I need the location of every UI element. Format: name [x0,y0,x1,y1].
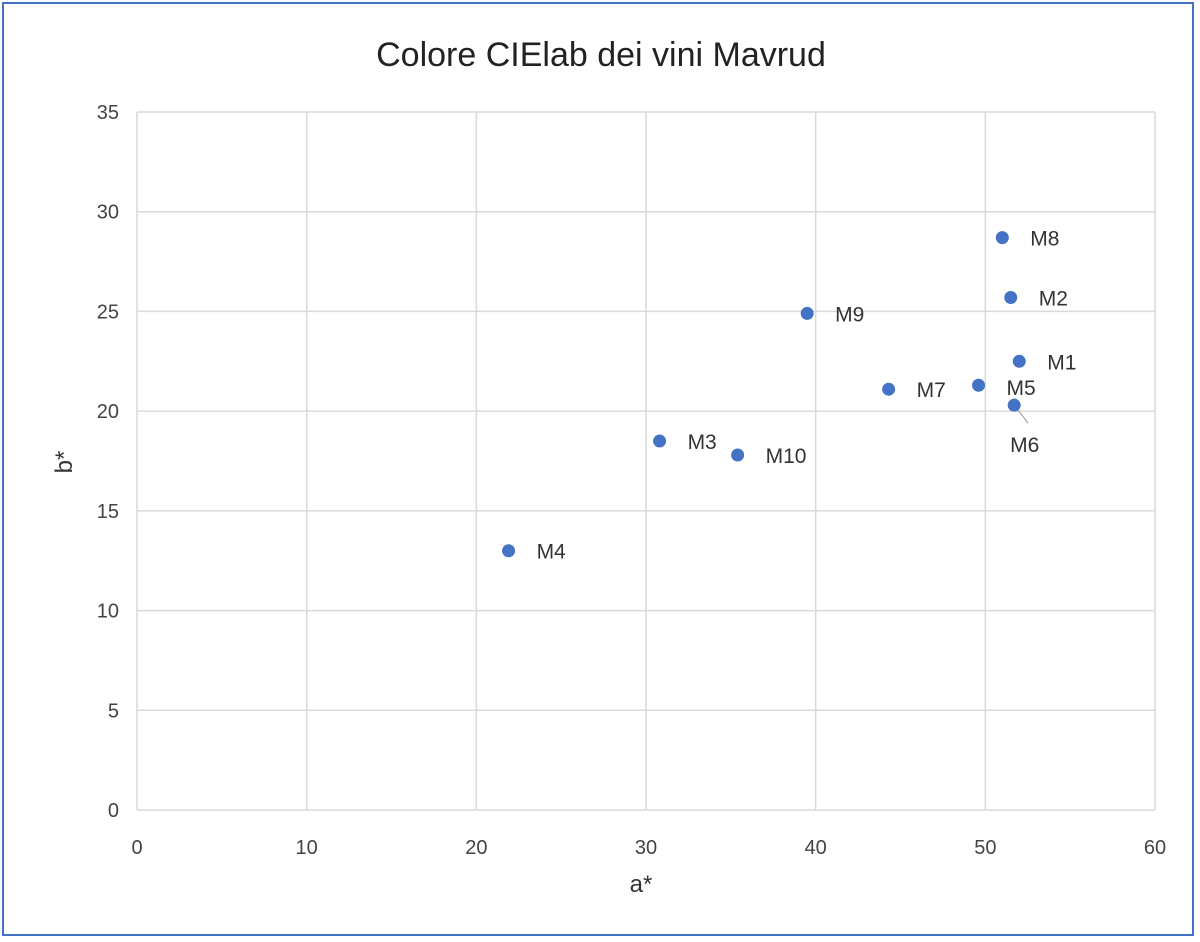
data-point-m7 [882,382,896,396]
x-axis-title: a* [630,871,653,898]
data-point-m9 [800,306,814,320]
y-tick-label: 0 [108,800,119,822]
x-tick-label: 20 [465,837,487,859]
y-tick-label: 15 [97,501,119,523]
data-point-m5 [972,378,986,392]
data-label-m1: M1 [1047,351,1076,374]
y-tick-label: 30 [97,202,119,224]
data-point-m8 [995,231,1009,245]
scatter-chart: Colore CIElab dei vini Mavrud 0 5 10 15 20 25… [51,36,1166,898]
x-tick-label: 0 [131,837,142,859]
data-label-m10: M10 [766,445,807,468]
data-label-m6: M6 [1010,434,1039,457]
x-tick-label: 10 [296,837,318,859]
grid [136,111,1156,811]
data-label-m2: M2 [1039,287,1068,310]
y-tick-label: 20 [97,401,119,423]
data-point-m4 [502,544,516,558]
y-tick-label: 5 [108,700,119,722]
data-point-m2 [1004,290,1018,304]
y-tick-label: 35 [97,102,119,124]
x-tick-label: 40 [805,837,827,859]
x-tick-label: 50 [974,837,996,859]
x-tick-label: 30 [635,837,657,859]
data-label-m8: M8 [1030,228,1059,251]
tick-labels: 0 5 10 15 20 25 30 35 0 10 20 30 40 50 60 [97,102,1166,859]
leader-line-m6 [1017,409,1029,424]
x-tick-label: 60 [1144,837,1166,859]
y-axis-title: b* [51,451,78,474]
data-point-m10 [731,448,745,462]
data-point-m3 [653,434,667,448]
data-points: M1 M2 M3 M4 M5 M6 M7 M8 M9 M10 [502,228,1076,564]
data-point-m1 [1012,354,1026,368]
y-tick-label: 10 [97,601,119,623]
data-label-m5: M5 [1007,377,1036,400]
chart-title: Colore CIElab dei vini Mavrud [376,36,826,74]
data-label-m4: M4 [537,541,566,564]
data-label-m3: M3 [688,431,717,454]
data-point-m6 [1007,398,1021,412]
data-label-m9: M9 [835,303,864,326]
y-tick-label: 25 [97,301,119,323]
data-label-m7: M7 [917,379,946,402]
